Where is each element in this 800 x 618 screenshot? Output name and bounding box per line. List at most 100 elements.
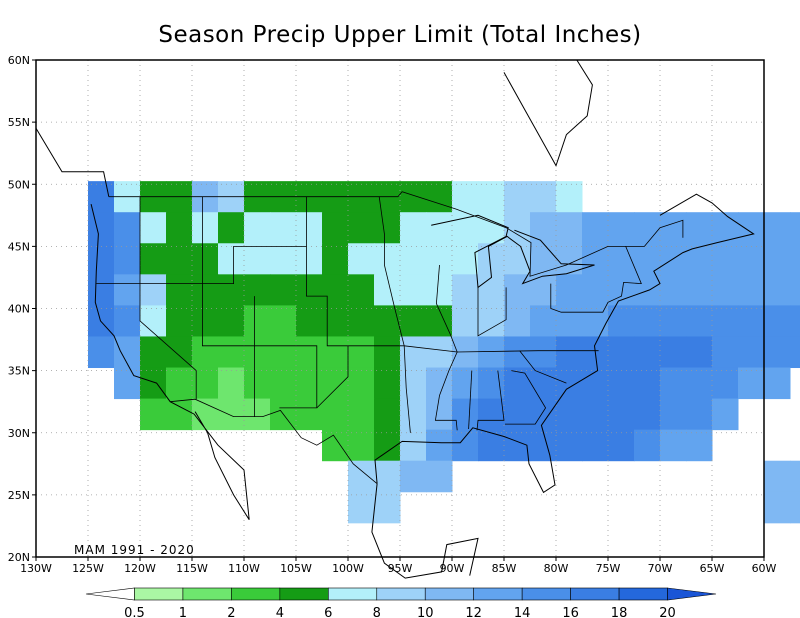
color-bar-label: 2 <box>227 606 235 618</box>
x-tick-label: 130W <box>20 562 52 575</box>
y-tick-label: 25N <box>8 489 30 502</box>
precip-cell <box>348 274 375 306</box>
precip-cell <box>738 367 765 400</box>
precip-cell <box>478 398 505 431</box>
precip-cell <box>504 274 531 306</box>
precip-cell <box>686 398 713 431</box>
precip-cell <box>192 243 219 275</box>
color-bar-label: 20 <box>659 606 676 618</box>
precip-cell <box>530 181 557 213</box>
precip-cell <box>530 336 557 369</box>
precip-cell <box>608 243 635 275</box>
precip-cell <box>608 398 635 431</box>
x-tick-label: 70W <box>648 562 673 575</box>
precip-cell <box>660 274 687 306</box>
precip-cell <box>712 274 739 306</box>
precip-cell <box>556 181 583 213</box>
precip-cell <box>582 398 609 431</box>
precip-cell <box>452 367 479 400</box>
precip-cell <box>348 398 375 431</box>
precip-cell <box>478 181 505 213</box>
precip-cell <box>270 274 297 306</box>
precip-cell <box>218 243 245 275</box>
period-label: MAM 1991 - 2020 <box>74 543 195 557</box>
precip-cell <box>504 367 531 400</box>
precip-cell <box>322 274 349 306</box>
precip-cell <box>192 274 219 306</box>
precip-cells <box>88 181 800 524</box>
precip-cell <box>166 398 193 431</box>
precip-cell <box>530 367 557 400</box>
precip-cell <box>374 367 401 400</box>
precip-cell <box>738 274 765 306</box>
precip-cell <box>374 243 401 275</box>
precip-cell <box>426 398 453 431</box>
x-tick-label: 95W <box>388 562 413 575</box>
x-tick-label: 115W <box>176 562 208 575</box>
precip-cell <box>556 367 583 400</box>
precip-cell <box>244 212 271 244</box>
precip-cell <box>660 336 687 369</box>
bc-coastline <box>35 128 110 197</box>
color-bar-box <box>521 587 571 601</box>
precip-cell <box>114 212 141 244</box>
precip-cell <box>270 336 297 369</box>
x-tick-label: 75W <box>596 562 621 575</box>
x-tick-label: 60W <box>752 562 777 575</box>
color-bar-box <box>570 587 620 601</box>
precip-cell <box>296 212 323 244</box>
precip-cell <box>686 243 713 275</box>
great-lakes-shoreline <box>431 214 595 289</box>
precip-cell <box>400 305 427 337</box>
precip-cell <box>790 243 800 275</box>
precip-cell <box>348 429 375 462</box>
state-border-line <box>201 196 318 409</box>
hudson-bay-coastline <box>503 59 593 167</box>
precip-cell <box>244 398 271 431</box>
precip-cell <box>270 305 297 337</box>
mexico-border <box>170 398 378 485</box>
color-bar-label: 10 <box>417 606 434 618</box>
precip-cell <box>374 336 401 369</box>
precip-cell <box>686 367 713 400</box>
color-bar-box <box>473 587 523 601</box>
precip-cell <box>634 367 661 400</box>
state-border-line <box>519 350 567 384</box>
precip-cell <box>140 398 167 431</box>
color-bar-arrow-high <box>667 587 717 601</box>
precip-cell <box>426 429 453 462</box>
precip-cell <box>270 243 297 275</box>
precip-cell <box>452 181 479 213</box>
precip-cell <box>504 181 531 213</box>
precip-cell <box>452 243 479 275</box>
precip-cell <box>348 336 375 369</box>
state-border-line <box>476 370 505 431</box>
map-title: Season Precip Upper Limit (Total Inches) <box>158 22 642 48</box>
precip-cell <box>738 336 765 369</box>
precip-cell <box>764 460 791 493</box>
color-bar-box <box>134 587 184 601</box>
color-bar-label: 8 <box>373 606 381 618</box>
precip-cell <box>296 274 323 306</box>
precip-cell <box>478 305 505 337</box>
precip-cell <box>426 274 453 306</box>
precip-cell <box>400 398 427 431</box>
y-tick-label: 60N <box>8 54 30 67</box>
precip-cell <box>764 305 791 337</box>
precip-cell <box>738 212 765 244</box>
precip-cell <box>556 429 583 462</box>
canada-border <box>108 191 684 277</box>
precip-cell <box>634 274 661 306</box>
y-axis-ticks: 60N 55N 50N 45N 40N 35N 30N 25N 20N <box>8 54 36 564</box>
precip-cell <box>426 336 453 369</box>
precip-cell <box>400 181 427 213</box>
state-border-line <box>477 287 507 337</box>
precip-cell <box>322 243 349 275</box>
precip-cell <box>582 212 609 244</box>
precip-cell <box>504 398 531 431</box>
y-tick-label: 50N <box>8 178 30 191</box>
x-tick-label: 120W <box>124 562 156 575</box>
precip-cell <box>244 274 271 306</box>
color-bar-label: 1 <box>179 606 187 618</box>
precip-cell <box>114 305 141 337</box>
